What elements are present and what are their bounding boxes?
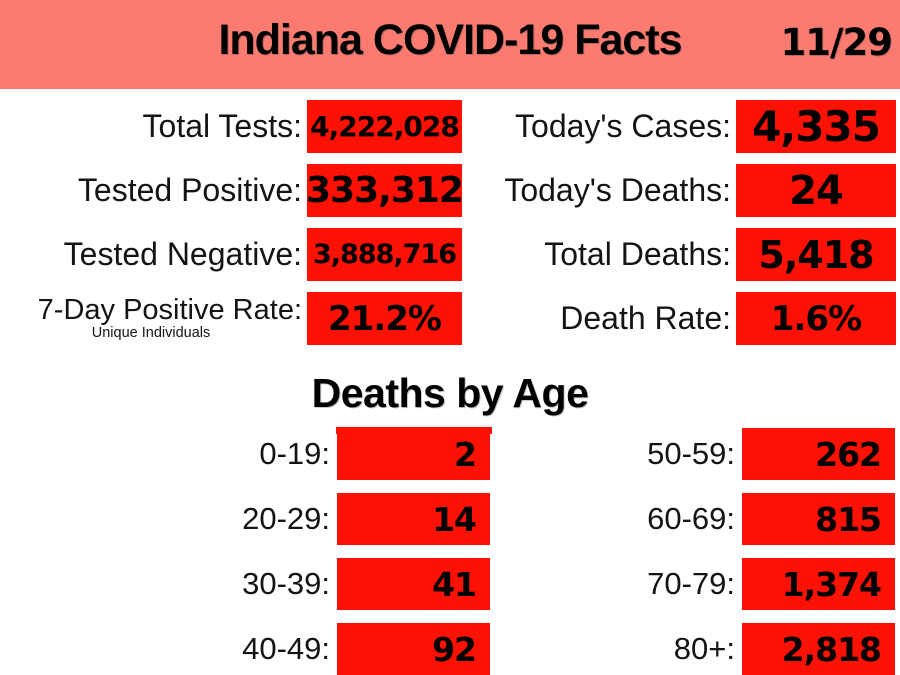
stat-positive-rate-sublabel: Unique Individuals — [91, 325, 211, 342]
stat-total-deaths-value: 5,418 — [736, 228, 896, 281]
age-60-69-value: 815 — [742, 493, 895, 545]
stat-row-todays-deaths: Today's Deaths: 24 — [460, 164, 896, 217]
header-banner: Indiana COVID-19 Facts 11/29 — [0, 0, 900, 89]
stat-row-total-deaths: Total Deaths: 5,418 — [460, 228, 896, 281]
age-30-39-label: 30-39: — [242, 566, 330, 601]
age-20-29-value: 14 — [337, 493, 490, 545]
stat-row-tested-negative: Tested Negative: 3,888,716 — [0, 228, 462, 281]
stat-tested-positive-value: 333,312 — [306, 164, 464, 217]
stat-positive-rate-label-text: 7-Day Positive Rate: — [37, 293, 302, 326]
stat-row-death-rate: Death Rate: 1.6% — [460, 292, 896, 345]
age-70-79-value: 1,374 — [742, 558, 895, 610]
stat-row-todays-cases: Today's Cases: 4,335 — [460, 100, 896, 153]
stat-row-positive-rate: 7-Day Positive Rate: Unique Individuals … — [0, 292, 462, 345]
stat-death-rate-label: Death Rate: — [560, 300, 731, 337]
age-row-50-59: 50-59: 262 — [420, 428, 895, 480]
age-50-59-label: 50-59: — [647, 436, 735, 471]
deaths-by-age-title: Deaths by Age — [311, 370, 589, 416]
stat-todays-deaths-label: Today's Deaths: — [504, 172, 731, 209]
stat-positive-rate-label: 7-Day Positive Rate: Unique Individuals — [0, 293, 307, 342]
stat-death-rate-value: 1.6% — [736, 292, 896, 345]
stat-total-tests-value: 4,222,028 — [307, 100, 462, 153]
stat-tested-positive-label: Tested Positive: — [77, 172, 302, 209]
age-70-79-label: 70-79: — [647, 566, 735, 601]
stats-column-right: Today's Cases: 4,335 Today's Deaths: 24 … — [460, 100, 896, 356]
age-row-30-39: 30-39: 41 — [0, 558, 490, 610]
age-row-0-19: 0-19: 2 — [0, 428, 490, 480]
age-80-plus-value: 2,818 — [742, 623, 895, 675]
age-40-49-label: 40-49: — [242, 631, 330, 666]
page-title: Indiana COVID-19 Facts — [218, 16, 682, 64]
stat-positive-rate-value: 21.2% — [307, 292, 462, 345]
stat-total-deaths-label: Total Deaths: — [544, 236, 731, 273]
stat-total-tests-label: Total Tests: — [142, 108, 302, 145]
age-30-39-value: 41 — [337, 558, 490, 610]
stat-row-tested-positive: Tested Positive: 333,312 — [0, 164, 464, 217]
age-column-right: 50-59: 262 60-69: 815 70-79: 1,374 80+: … — [420, 428, 895, 675]
stats-column-left: Total Tests: 4,222,028 Tested Positive: … — [0, 100, 464, 356]
stat-tested-negative-label: Tested Negative: — [63, 236, 302, 273]
stat-todays-cases-value: 4,335 — [736, 100, 896, 153]
age-0-19-value: 2 — [337, 428, 490, 480]
age-40-49-value: 92 — [337, 623, 490, 675]
stat-row-total-tests: Total Tests: 4,222,028 — [0, 100, 462, 153]
stat-tested-negative-value: 3,888,716 — [307, 228, 462, 281]
age-20-29-label: 20-29: — [242, 501, 330, 536]
age-column-left: 0-19: 2 20-29: 14 30-39: 41 40-49: 92 — [0, 428, 490, 675]
age-row-60-69: 60-69: 815 — [420, 493, 895, 545]
age-80-plus-label: 80+: — [673, 631, 735, 666]
date-label: 11/29 — [780, 21, 893, 64]
stat-todays-cases-label: Today's Cases: — [515, 108, 731, 145]
age-60-69-label: 60-69: — [647, 501, 735, 536]
stat-todays-deaths-value: 24 — [736, 164, 896, 217]
age-row-80-plus: 80+: 2,818 — [420, 623, 895, 675]
age-row-70-79: 70-79: 1,374 — [420, 558, 895, 610]
age-row-20-29: 20-29: 14 — [0, 493, 490, 545]
age-50-59-value: 262 — [742, 428, 895, 480]
age-row-40-49: 40-49: 92 — [0, 623, 490, 675]
age-0-19-label: 0-19: — [259, 436, 330, 471]
